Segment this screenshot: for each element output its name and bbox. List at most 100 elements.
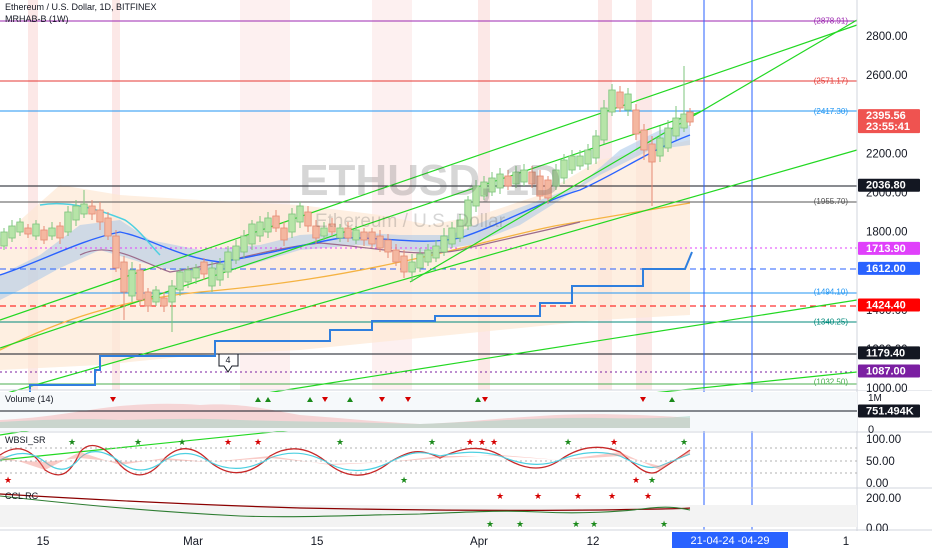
candle bbox=[200, 258, 208, 280]
ccl-signals: ★ ★ ★ ★ ★ ★ ★ ★ ★ ★ bbox=[486, 491, 668, 529]
candle bbox=[664, 120, 672, 152]
time-tick-12: 12 bbox=[587, 536, 600, 548]
candle bbox=[296, 202, 304, 228]
signal-star-icon: ★ bbox=[534, 491, 542, 501]
signal-star-icon: ★ bbox=[486, 519, 494, 529]
time-axis[interactable]: 15 Mar 15 Apr 12 21-04-24 -04-29 1 bbox=[0, 531, 932, 550]
candle bbox=[48, 222, 56, 240]
candle bbox=[640, 124, 648, 160]
price-tick: 2200.00 bbox=[866, 148, 908, 160]
buy-arrow-icon bbox=[307, 397, 313, 402]
candle bbox=[480, 176, 488, 200]
price-tick: 1800.00 bbox=[866, 227, 908, 239]
watermark-name: Ethereum / U.S. Dollar bbox=[315, 211, 506, 232]
event-marker[interactable]: 4 bbox=[218, 353, 239, 373]
price-label: 2036.80 bbox=[858, 178, 920, 192]
candle bbox=[344, 222, 352, 242]
signal-star-icon: ★ bbox=[496, 491, 504, 501]
candle bbox=[264, 212, 272, 238]
price-label: 1179.40 bbox=[858, 346, 920, 360]
candle bbox=[176, 268, 184, 296]
candle bbox=[360, 228, 368, 246]
level-note: (1955.70) bbox=[814, 197, 849, 206]
candle bbox=[112, 230, 120, 272]
signal-star-icon: ★ bbox=[660, 519, 668, 529]
candle bbox=[128, 262, 136, 302]
candle bbox=[520, 164, 528, 186]
signal-star-icon: ★ bbox=[254, 437, 262, 447]
candle bbox=[120, 256, 128, 320]
wbsi-signals: ★ ★ ★ ★ ★ ★ ★ ★ ★ ★ ★ ★ ★ ★ ★ ★ ★ bbox=[4, 437, 688, 485]
candle bbox=[8, 220, 16, 242]
time-tick-15a: 15 bbox=[37, 536, 50, 548]
candle bbox=[96, 202, 104, 230]
candle bbox=[104, 212, 112, 240]
signal-star-icon: ★ bbox=[224, 437, 232, 447]
sell-arrow-icon bbox=[110, 397, 116, 402]
candle bbox=[472, 180, 480, 212]
signal-star-icon: ★ bbox=[466, 437, 474, 447]
candle bbox=[432, 240, 440, 262]
ccl-tick-200: 200.00 bbox=[866, 493, 901, 505]
candle bbox=[0, 228, 8, 250]
candlestick-series bbox=[0, 66, 694, 332]
sell-arrow-icon bbox=[640, 397, 646, 402]
candle bbox=[40, 226, 48, 244]
candle bbox=[584, 144, 592, 170]
candle bbox=[592, 130, 600, 164]
watermark: ETHUSD, 1D Ethereum / U.S. Dollar bbox=[299, 156, 561, 232]
signal-star-icon: ★ bbox=[648, 475, 656, 485]
price-label: 1424.40 bbox=[858, 298, 920, 312]
candle bbox=[64, 206, 72, 236]
price-label: 1612.00 bbox=[858, 261, 920, 275]
candle bbox=[384, 234, 392, 258]
price-tick: 2800.00 bbox=[866, 31, 908, 43]
time-tick-mar: Mar bbox=[183, 536, 203, 548]
candle bbox=[328, 218, 336, 236]
candle bbox=[272, 210, 280, 232]
candle bbox=[80, 190, 88, 218]
candle bbox=[88, 200, 96, 220]
level-note: (1494.10) bbox=[814, 287, 849, 296]
price-label-countdown: 23:55:41 bbox=[866, 121, 910, 133]
volume-signals bbox=[110, 397, 675, 402]
time-selection-highlight[interactable] bbox=[672, 532, 788, 548]
candle bbox=[456, 214, 464, 242]
signal-star-icon: ★ bbox=[516, 519, 524, 529]
level-note: (2878.91) bbox=[814, 17, 849, 26]
candle bbox=[600, 100, 608, 144]
price-axis[interactable]: 2800.002600.002400.002200.002000.001800.… bbox=[858, 0, 932, 395]
ccl-pane bbox=[0, 493, 857, 527]
candle bbox=[424, 244, 432, 266]
signal-star-icon: ★ bbox=[336, 437, 344, 447]
price-tick: 1000.00 bbox=[866, 383, 908, 395]
candle bbox=[240, 230, 248, 258]
event-marker-label: 4 bbox=[225, 355, 230, 365]
candle bbox=[216, 258, 224, 286]
candle bbox=[528, 166, 536, 188]
candle bbox=[392, 244, 400, 266]
buy-arrow-icon bbox=[265, 397, 271, 402]
candle bbox=[552, 164, 560, 190]
candle bbox=[496, 168, 504, 194]
volume-pane bbox=[0, 392, 857, 431]
signal-star-icon: ★ bbox=[178, 437, 186, 447]
volume-pane-title: Volume (14) bbox=[5, 394, 54, 404]
signal-star-icon: ★ bbox=[574, 491, 582, 501]
volume-axis-bottom: 0 bbox=[868, 424, 874, 436]
candle bbox=[192, 264, 200, 284]
signal-star-icon: ★ bbox=[4, 475, 12, 485]
candle bbox=[232, 240, 240, 264]
vertical-markers bbox=[703, 0, 753, 530]
price-label-text: 1612.00 bbox=[866, 263, 906, 275]
candle bbox=[416, 248, 424, 272]
candle bbox=[168, 280, 176, 332]
time-selection-label: 21-04-24 -04-29 bbox=[691, 535, 770, 547]
price-axis-bg bbox=[858, 0, 932, 390]
signal-star-icon: ★ bbox=[68, 437, 76, 447]
level-note: (1032.50) bbox=[814, 378, 849, 387]
